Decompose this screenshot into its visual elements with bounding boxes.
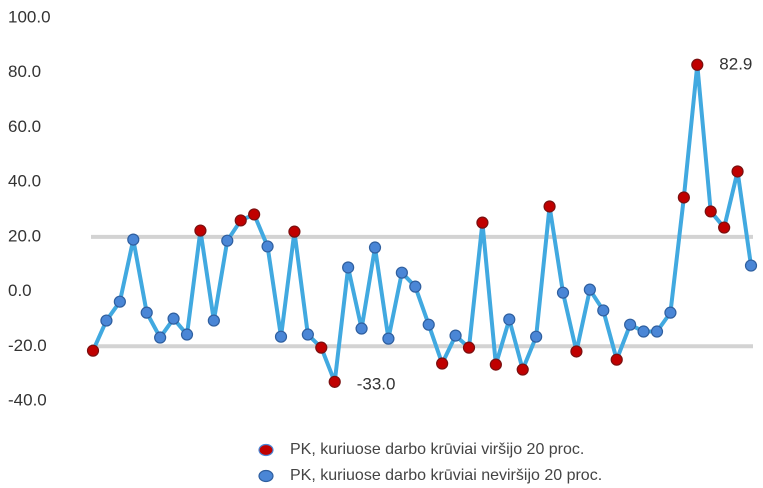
point [476,216,489,229]
point [395,266,408,279]
point [543,200,556,213]
point [355,322,368,335]
point [650,325,664,338]
y-tick-label: -20.0 [8,336,47,355]
point [100,314,113,327]
point [664,306,677,319]
point [677,191,690,204]
y-tick-label: 40.0 [8,172,41,191]
point [274,330,288,343]
legend-label: PK, kuriuose darbo krūviai neviršijo 20 … [290,467,602,484]
point [570,345,583,358]
point [556,286,570,299]
point [368,241,382,254]
point [248,208,261,221]
point [637,325,650,338]
point [516,363,529,376]
point [234,214,247,227]
point [194,224,207,237]
point [382,332,395,345]
point [449,329,462,342]
point [342,261,355,274]
point [583,283,596,296]
point [180,328,194,341]
point [503,313,516,326]
y-tick-label: 0.0 [8,281,32,300]
point [86,344,100,357]
point [744,259,758,272]
point [462,341,476,354]
point [328,375,341,388]
point [704,205,717,218]
point [113,295,126,308]
point [597,304,610,317]
point [154,331,167,344]
point [718,221,731,234]
point [127,233,140,246]
point [422,318,435,331]
point [221,234,234,247]
legend-label: PK, kuriuose darbo krūviai viršijo 20 pr… [290,441,584,458]
point [315,341,328,354]
point [288,225,301,238]
point [624,318,637,331]
annotation: -33.0 [357,374,396,393]
y-tick-label: 20.0 [8,226,41,245]
point [301,328,314,341]
legend-marker [258,469,274,483]
point [409,280,422,293]
y-tick-label: 60.0 [8,117,41,136]
point [731,165,744,178]
point [530,330,543,343]
point [140,306,153,319]
point [167,312,180,325]
y-tick-label: -40.0 [8,390,47,409]
point [610,353,623,366]
annotation: 82.9 [719,54,752,73]
point [261,240,274,253]
point [436,357,449,370]
point [207,314,220,327]
y-tick-label: 80.0 [8,62,41,81]
point [691,58,704,71]
legend-marker [258,443,274,457]
point [489,358,502,371]
y-tick-label: 100.0 [8,7,51,26]
